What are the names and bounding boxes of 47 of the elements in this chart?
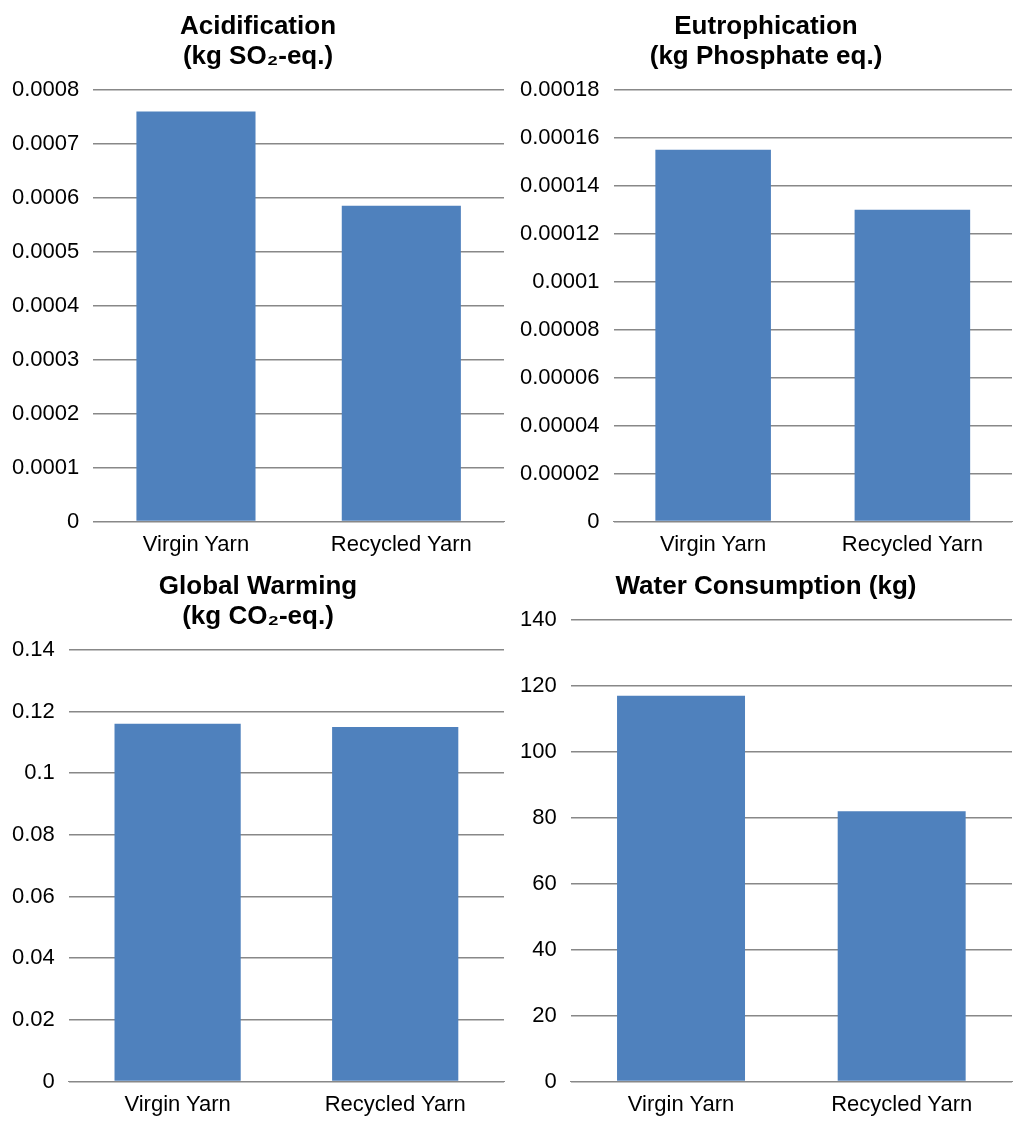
y-tick-label: 60 <box>532 869 557 895</box>
chart-title: Acidification (kg SO₂-eq.) <box>179 10 337 71</box>
y-tick-label: 0.0004 <box>11 291 80 317</box>
y-tick-label: 0 <box>544 1067 557 1093</box>
y-tick-label: 0.0001 <box>11 453 80 479</box>
y-tick-label: 0.0003 <box>11 345 80 371</box>
x-tick-label: Virgin Yarn <box>659 530 767 556</box>
y-tick-label: 0.02 <box>11 1005 55 1031</box>
y-tick-label: 0.00004 <box>519 411 600 437</box>
x-tick-label: Virgin Yarn <box>124 1090 231 1116</box>
y-tick-label: 140 <box>519 605 557 631</box>
y-tick-label: 0.00016 <box>519 123 600 149</box>
y-tick-label: 0 <box>67 507 80 533</box>
x-tick-label: Virgin Yarn <box>627 1090 735 1116</box>
y-tick-label: 80 <box>532 803 557 829</box>
y-tick-label: 0.06 <box>11 882 55 908</box>
y-tick-label: 0.00018 <box>519 75 600 101</box>
y-tick-label: 0.14 <box>11 635 55 661</box>
y-tick-label: 0.0001 <box>532 267 600 293</box>
y-tick-label: 0.0007 <box>11 129 80 155</box>
y-tick-label: 0.00008 <box>519 315 600 341</box>
y-tick-label: 100 <box>519 737 557 763</box>
y-tick-label: 0.00006 <box>519 363 600 389</box>
chart-title: Global Warming (kg CO₂-eq.) <box>158 570 358 631</box>
y-tick-label: 0 <box>587 507 600 533</box>
y-tick-label: 120 <box>519 671 557 697</box>
x-tick-label: Recycled Yarn <box>330 530 472 556</box>
y-tick-label: 0.12 <box>11 697 55 723</box>
x-tick-label: Recycled Yarn <box>831 1090 973 1116</box>
y-tick-label: 0.1 <box>24 759 55 785</box>
y-tick-label: 0.0002 <box>11 399 80 425</box>
y-tick-label: 0.00012 <box>519 219 600 245</box>
x-tick-label: Recycled Yarn <box>324 1090 466 1116</box>
y-tick-label: 0.08 <box>11 820 55 846</box>
y-tick-label: 0.0005 <box>11 237 80 263</box>
y-tick-label: 0.00014 <box>519 171 600 197</box>
chart-title: Eutrophication (kg Phosphate eq.) <box>649 10 883 71</box>
y-tick-label: 20 <box>532 1001 557 1027</box>
y-tick-label: 0.00002 <box>519 459 600 485</box>
y-tick-label: 0 <box>42 1067 55 1093</box>
y-tick-label: 0.0006 <box>11 183 80 209</box>
y-tick-label: 0.04 <box>11 944 55 970</box>
chart-title: Water Consumption (kg) <box>615 570 917 601</box>
y-tick-label: 0.0008 <box>11 75 80 101</box>
y-tick-label: 40 <box>532 935 557 961</box>
x-tick-label: Virgin Yarn <box>142 530 250 556</box>
x-tick-label: Recycled Yarn <box>841 530 983 556</box>
